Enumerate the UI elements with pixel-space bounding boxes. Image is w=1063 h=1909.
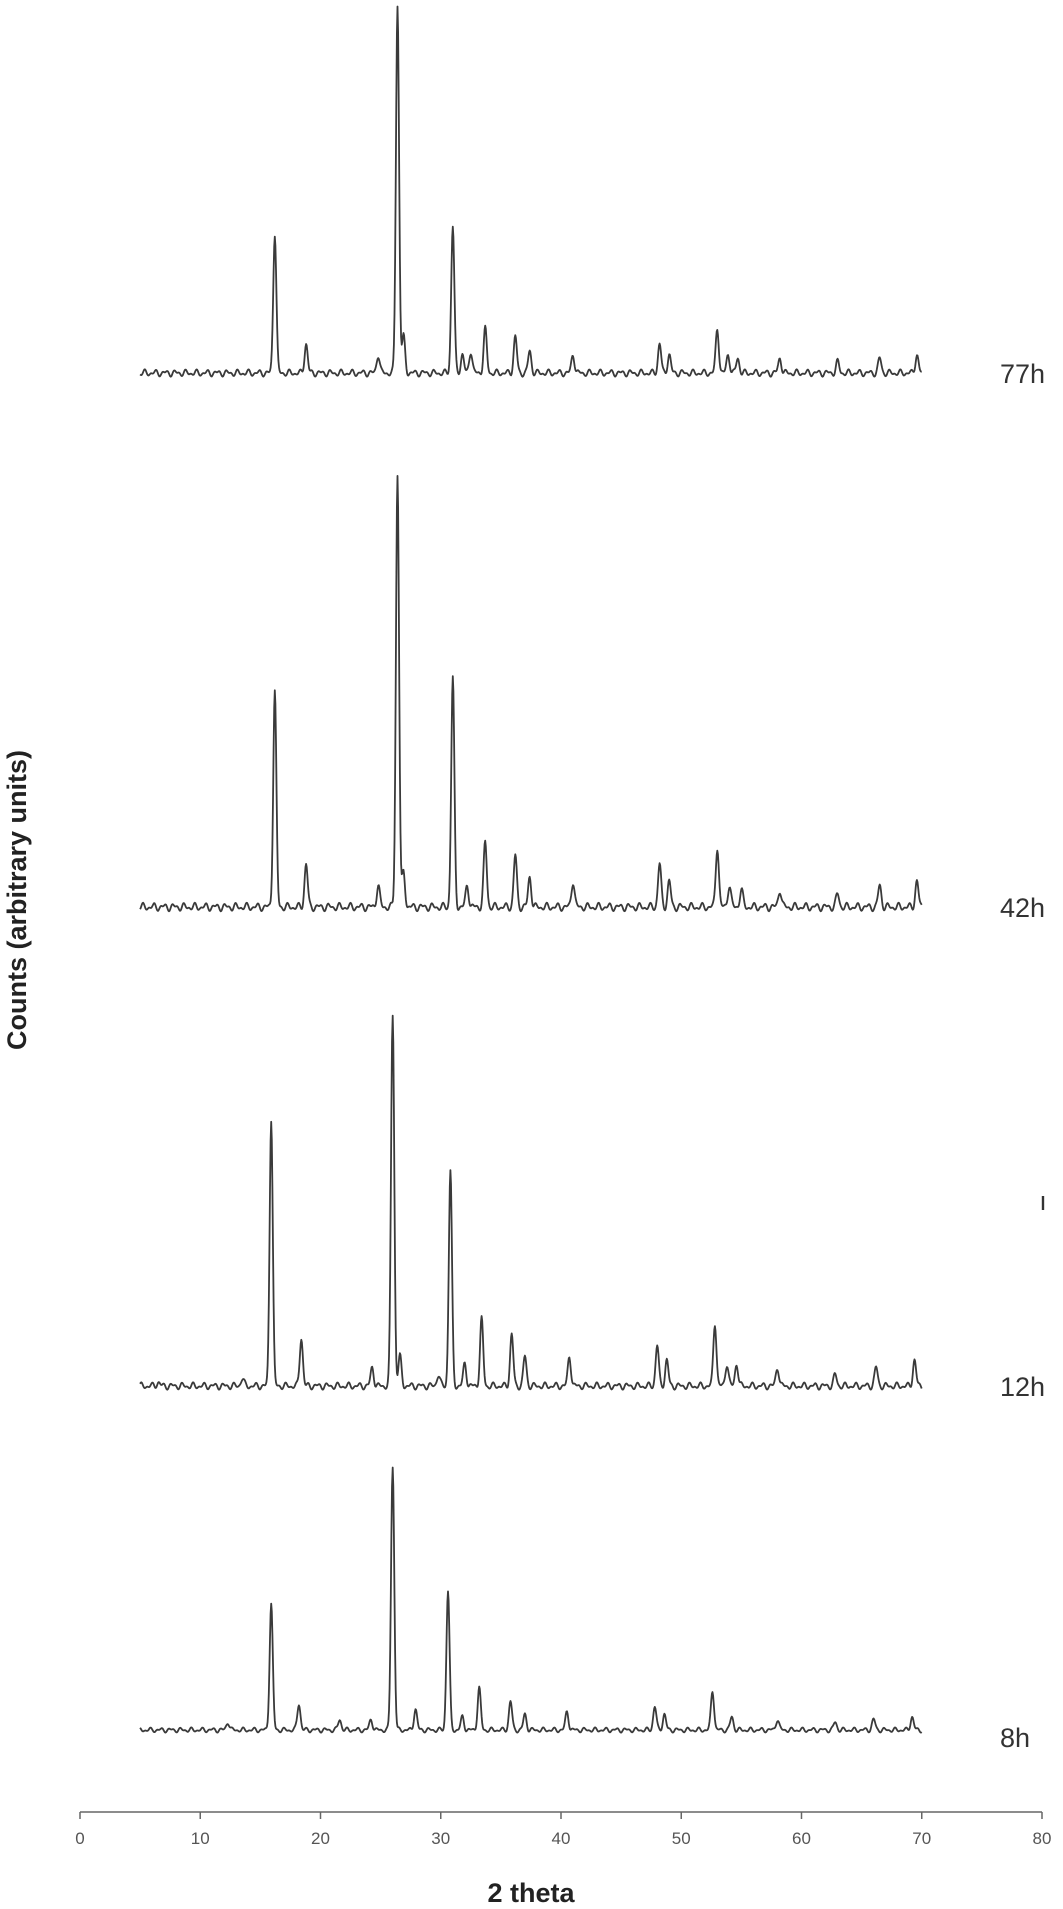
series-line-77h xyxy=(139,5,922,378)
x-tick-label-10: 10 xyxy=(191,1829,210,1848)
series-line-42h xyxy=(139,474,923,913)
x-tick-label-60: 60 xyxy=(792,1829,811,1848)
stray-mark: ı xyxy=(1039,1186,1047,1216)
x-tick-label-30: 30 xyxy=(431,1829,450,1848)
series-line-12h xyxy=(139,1014,923,1391)
series-label-77h: 77h xyxy=(1000,359,1045,389)
x-tick-label-50: 50 xyxy=(672,1829,691,1848)
traces-layer xyxy=(139,5,923,1734)
x-tick-label-80: 80 xyxy=(1033,1829,1052,1848)
series-line-8h xyxy=(139,1466,923,1734)
x-axis: 0 10 20 30 40 50 60 70 80 xyxy=(75,1811,1052,1848)
x-tick-label-40: 40 xyxy=(552,1829,571,1848)
y-axis-title: Counts (arbitrary units) xyxy=(2,750,32,1050)
x-tick-label-0: 0 xyxy=(75,1829,84,1848)
labels-layer: 77h 42h 12h 8h xyxy=(1000,359,1045,1753)
x-tick-label-20: 20 xyxy=(311,1829,330,1848)
x-tick-label-70: 70 xyxy=(912,1829,931,1848)
series-label-8h: 8h xyxy=(1000,1723,1030,1753)
series-label-42h: 42h xyxy=(1000,893,1045,923)
x-axis-title: 2 theta xyxy=(487,1878,575,1908)
series-label-12h: 12h xyxy=(1000,1372,1045,1402)
